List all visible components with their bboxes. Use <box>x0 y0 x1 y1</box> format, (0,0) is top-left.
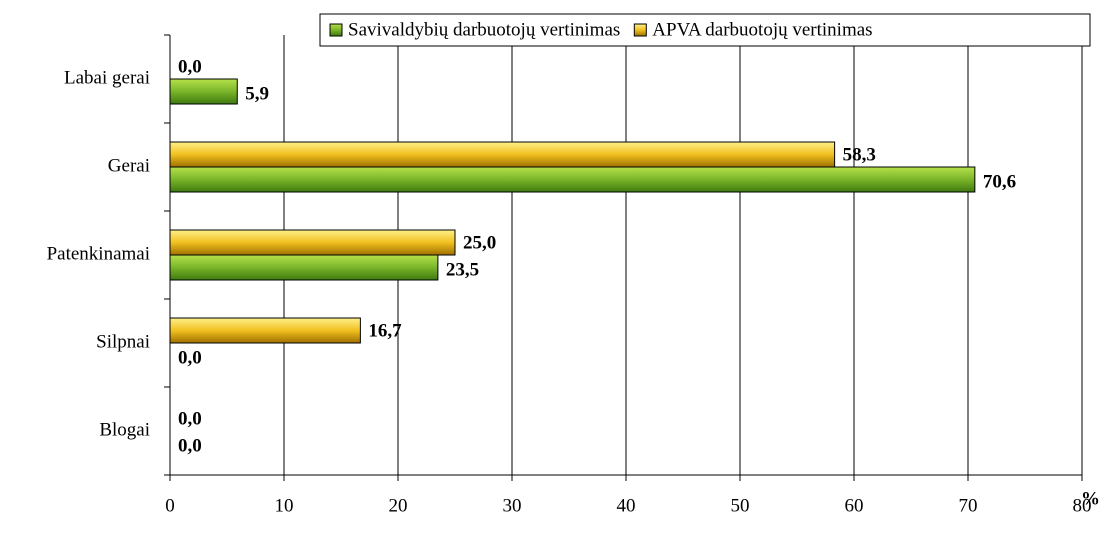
bar <box>169 229 456 256</box>
legend-label: APVA darbuotojų vertinimas <box>652 19 872 40</box>
bar <box>169 78 238 105</box>
value-label: 16,7 <box>368 320 402 341</box>
y-tick-label: Labai gerai <box>64 67 150 88</box>
value-label: 70,6 <box>983 171 1016 192</box>
x-tick-label: 50 <box>731 495 750 516</box>
x-tick-label: 40 <box>617 495 636 516</box>
value-label: 0,0 <box>178 408 202 429</box>
y-tick-label: Gerai <box>108 155 150 176</box>
legend-swatch <box>633 23 647 37</box>
bar <box>169 141 836 168</box>
bar <box>169 317 361 344</box>
x-tick-label: 0 <box>165 495 175 516</box>
x-tick-label: 70 <box>959 495 978 516</box>
x-axis-label: % <box>1081 488 1100 509</box>
bar <box>169 166 976 193</box>
legend-box <box>319 13 1091 47</box>
x-tick-label: 80 <box>1073 495 1092 516</box>
y-tick-label: Silpnai <box>96 331 150 352</box>
value-label: 0,0 <box>178 435 202 456</box>
value-label: 25,0 <box>463 232 496 253</box>
value-label: 23,5 <box>446 259 479 280</box>
value-label: 58,3 <box>843 144 876 165</box>
legend-label: Savivaldybių darbuotojų vertinimas <box>348 19 620 40</box>
value-label: 5,9 <box>245 83 269 104</box>
value-label: 0,0 <box>178 347 202 368</box>
x-tick-label: 20 <box>389 495 408 516</box>
legend-swatch <box>329 23 343 37</box>
x-tick-label: 60 <box>845 495 864 516</box>
bar <box>169 254 439 281</box>
y-tick-label: Patenkinamai <box>47 243 150 264</box>
x-tick-label: 10 <box>275 495 294 516</box>
x-tick-label: 30 <box>503 495 522 516</box>
y-tick-label: Blogai <box>99 419 150 440</box>
value-label: 0,0 <box>178 56 202 77</box>
